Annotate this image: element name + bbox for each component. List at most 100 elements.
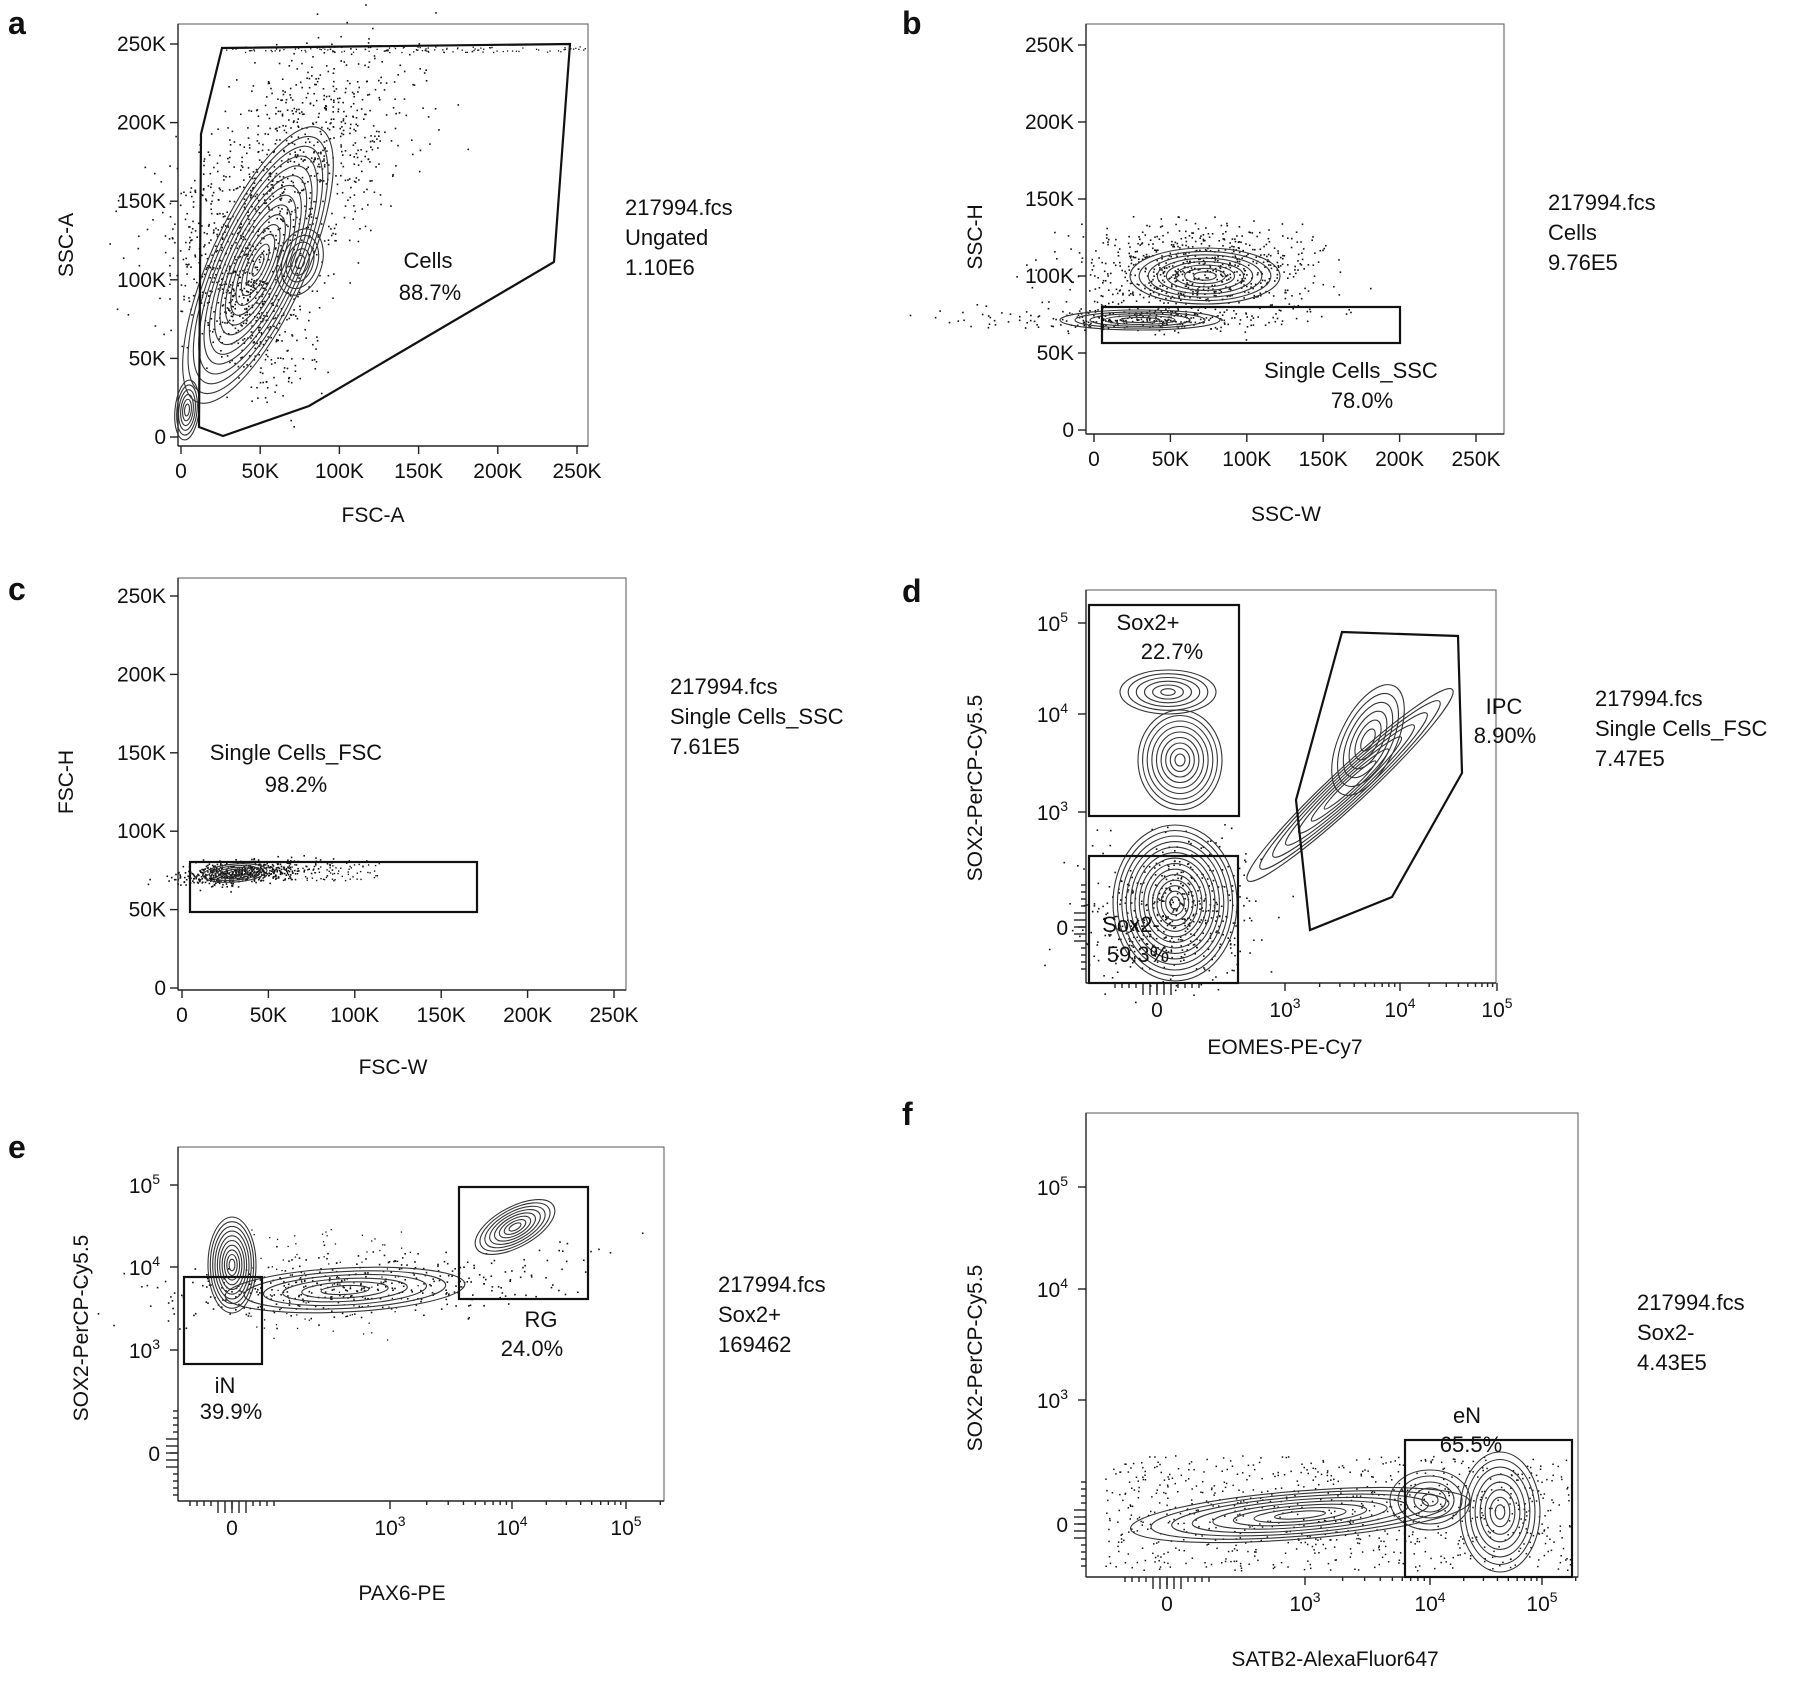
y-tick-label: 250K bbox=[117, 585, 166, 608]
event-dot bbox=[166, 875, 169, 878]
event-dot bbox=[354, 1313, 356, 1315]
event-dot bbox=[1280, 309, 1282, 312]
gate-single-cells-fsc[interactable] bbox=[188, 860, 479, 914]
event-dot bbox=[552, 1284, 554, 1286]
contour-line bbox=[1156, 879, 1194, 927]
event-dot bbox=[218, 882, 221, 885]
event-dot bbox=[231, 885, 233, 888]
event-dot bbox=[356, 81, 359, 83]
event-dot bbox=[1247, 253, 1249, 256]
event-dot bbox=[1212, 869, 1214, 872]
event-dot bbox=[1507, 1534, 1509, 1536]
event-dot bbox=[201, 871, 203, 874]
event-dot bbox=[336, 1275, 339, 1278]
event-dot bbox=[242, 294, 244, 296]
gate-name: Cells bbox=[404, 248, 453, 273]
event-dot bbox=[423, 1314, 425, 1317]
gate-single-cells-ssc[interactable] bbox=[1100, 305, 1402, 345]
event-dot bbox=[1276, 269, 1278, 271]
event-dot bbox=[1186, 260, 1188, 263]
event-dot bbox=[217, 229, 220, 231]
event-dot bbox=[210, 318, 213, 320]
event-dot bbox=[1259, 231, 1261, 234]
event-dot bbox=[282, 395, 284, 397]
event-dot bbox=[341, 191, 344, 194]
event-dot bbox=[332, 111, 334, 113]
event-dot bbox=[1261, 1491, 1263, 1493]
event-dot bbox=[279, 863, 282, 866]
event-dot bbox=[295, 84, 297, 86]
gate-cells[interactable] bbox=[197, 42, 572, 438]
event-dot bbox=[419, 68, 421, 70]
event-dot bbox=[286, 870, 288, 873]
event-dot bbox=[1424, 1537, 1427, 1539]
event-dot bbox=[1198, 262, 1201, 265]
event-dot bbox=[229, 150, 232, 153]
event-dot bbox=[287, 380, 290, 383]
event-dot bbox=[344, 91, 347, 94]
event-dot bbox=[1254, 283, 1257, 286]
gate-in[interactable] bbox=[182, 1275, 264, 1366]
event-dot bbox=[192, 1281, 194, 1284]
event-dot bbox=[335, 240, 337, 242]
event-dot bbox=[281, 219, 283, 221]
event-dot bbox=[1109, 318, 1111, 321]
event-dot bbox=[1191, 868, 1194, 871]
event-dot bbox=[332, 232, 334, 235]
event-dot bbox=[245, 253, 247, 256]
event-dot bbox=[1158, 264, 1160, 266]
event-dot bbox=[256, 269, 259, 271]
event-dot bbox=[1325, 244, 1327, 247]
event-dot bbox=[421, 50, 424, 52]
event-dot bbox=[259, 341, 262, 343]
event-dot bbox=[1170, 949, 1173, 951]
event-dot bbox=[1132, 946, 1135, 948]
event-dot bbox=[1122, 299, 1125, 302]
event-dot bbox=[1217, 315, 1219, 317]
event-dot bbox=[215, 879, 218, 882]
event-dot bbox=[1216, 278, 1218, 281]
event-dot bbox=[1228, 264, 1230, 267]
event-dot bbox=[279, 873, 282, 876]
event-dot bbox=[289, 868, 292, 871]
event-dot bbox=[1231, 245, 1233, 248]
event-dot bbox=[342, 1296, 345, 1298]
gate-sox2-neg[interactable] bbox=[1087, 854, 1240, 985]
event-dot bbox=[216, 233, 218, 236]
event-dot bbox=[374, 1238, 376, 1240]
event-dot bbox=[390, 1271, 392, 1273]
event-dot bbox=[584, 1271, 587, 1273]
event-dot bbox=[1167, 826, 1169, 829]
x-tick-label: 100K bbox=[315, 460, 364, 483]
event-dot bbox=[330, 234, 333, 237]
event-dot bbox=[1221, 319, 1223, 321]
event-dot bbox=[209, 172, 212, 175]
event-dot bbox=[268, 206, 270, 209]
event-dot bbox=[271, 867, 274, 870]
event-dot bbox=[378, 862, 380, 865]
event-dot bbox=[280, 865, 283, 868]
event-dot bbox=[1187, 893, 1190, 896]
gate-rg[interactable] bbox=[457, 1185, 590, 1301]
event-dot bbox=[189, 191, 192, 194]
event-dot bbox=[1189, 296, 1191, 299]
event-dot bbox=[1214, 1539, 1217, 1541]
event-dot bbox=[1207, 948, 1210, 951]
gate-sox2-pos[interactable] bbox=[1087, 603, 1241, 818]
event-dot bbox=[262, 293, 264, 296]
event-dot bbox=[1432, 1500, 1434, 1503]
event-dot bbox=[301, 181, 304, 183]
event-dot bbox=[311, 207, 313, 210]
event-dot bbox=[251, 306, 254, 309]
event-dot bbox=[243, 1292, 245, 1294]
sample-info-line: 1.10E6 bbox=[625, 255, 695, 280]
event-dot bbox=[414, 1309, 417, 1311]
event-dot bbox=[1187, 286, 1190, 289]
event-dot bbox=[1520, 1518, 1522, 1520]
gate-ipc[interactable] bbox=[1294, 630, 1464, 932]
event-dot bbox=[368, 50, 370, 52]
event-dot bbox=[365, 1275, 367, 1278]
event-dot bbox=[137, 247, 140, 250]
event-dot bbox=[1224, 323, 1226, 325]
event-dot bbox=[276, 1245, 278, 1248]
